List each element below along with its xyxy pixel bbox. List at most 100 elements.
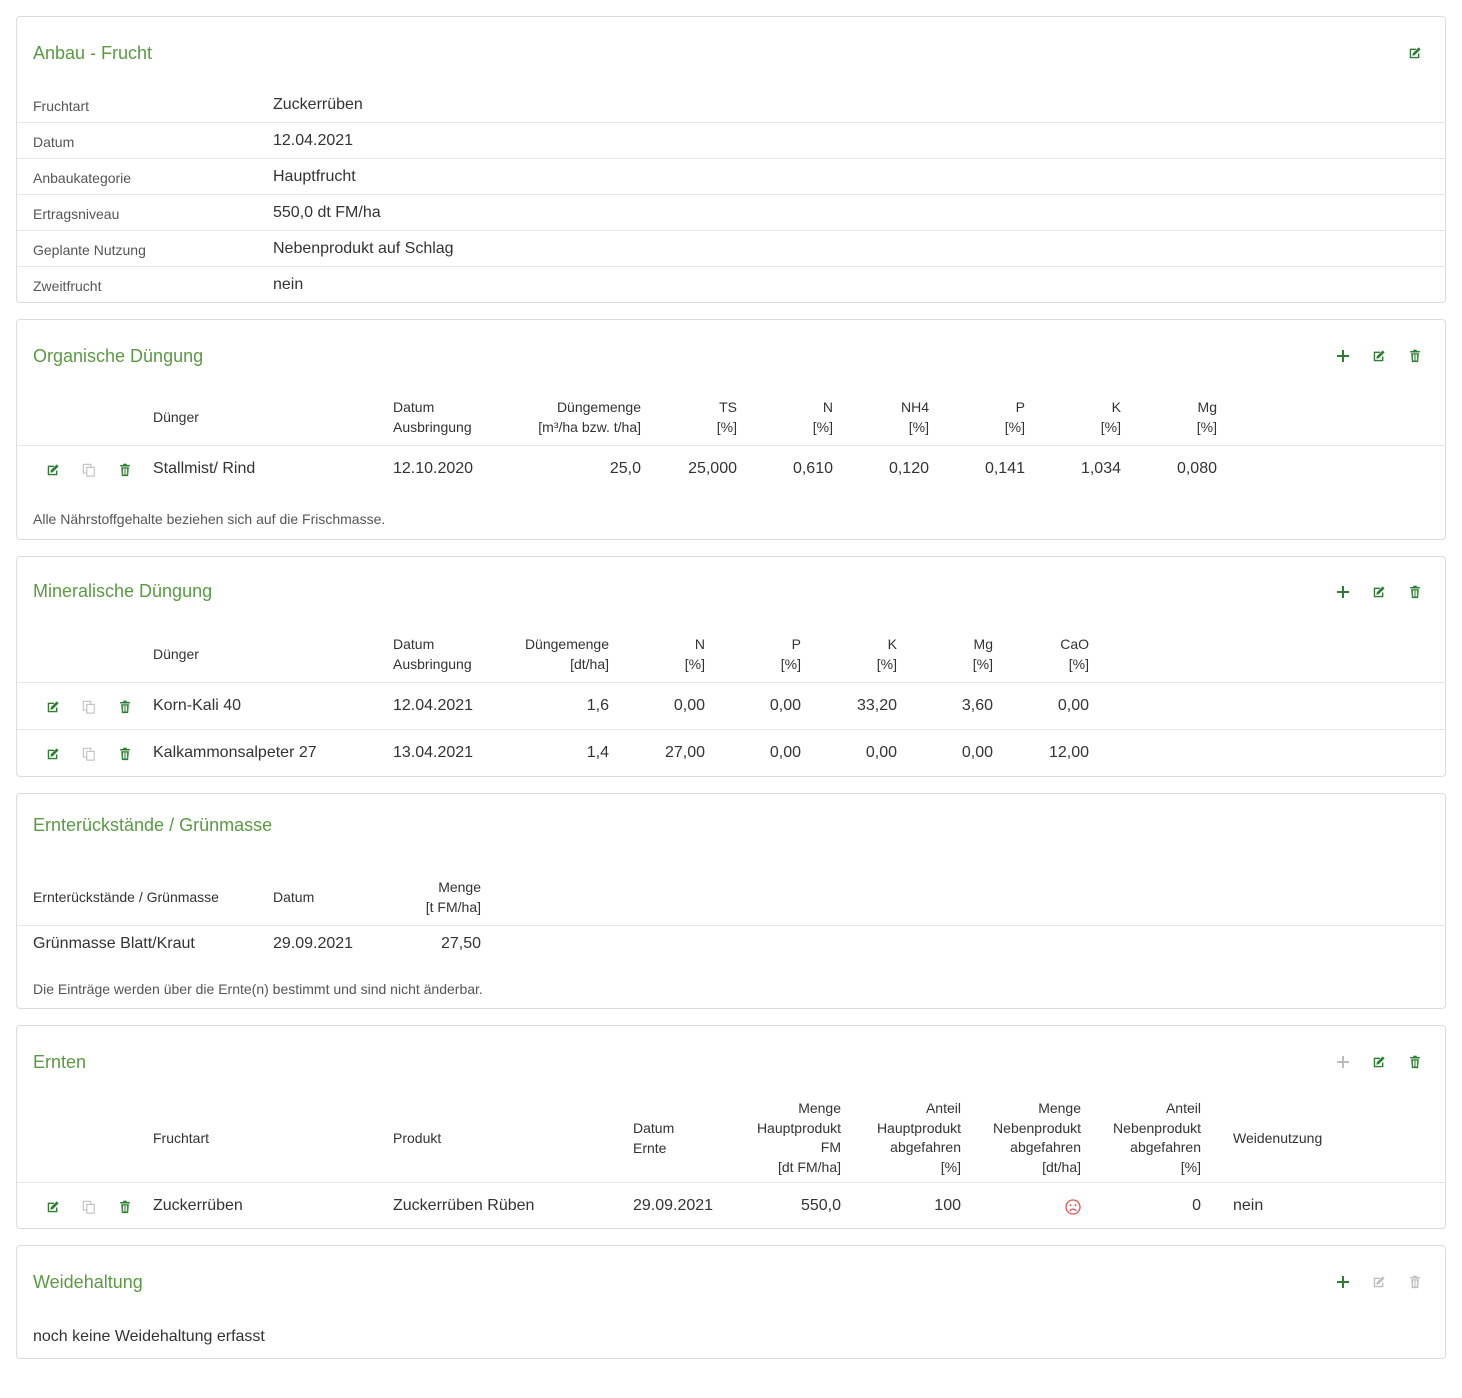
table-row: Zuckerrüben Zuckerrüben Rüben 29.09.2021… [17, 1183, 1445, 1229]
kv-label: Ertragsniveau [33, 206, 120, 222]
col-header-p: P [%] [781, 635, 801, 674]
copy-icon[interactable] [79, 460, 99, 480]
col-header-weidenutzung: Weidenutzung [1233, 1130, 1323, 1146]
trash-icon[interactable] [1405, 1052, 1425, 1072]
col-header-n: N [%] [813, 398, 833, 437]
cell-menge: 1,6 [586, 697, 609, 714]
col-header-line: [%] [812, 418, 833, 435]
add-icon[interactable] [1333, 582, 1353, 602]
kv-row-geplante-nutzung: Geplante Nutzung Nebenprodukt auf Schlag [17, 231, 1445, 267]
table-row: Grünmasse Blatt/Kraut 29.09.2021 27,50 [17, 926, 1445, 962]
col-header-line: [dt FM/ha] [777, 1158, 841, 1175]
col-header-mg: Mg [%] [973, 635, 993, 674]
footnote: Alle Nährstoffgehalte beziehen sich auf … [33, 511, 386, 527]
ernterueckstaende-card: Ernterückstände / Grünmasse Ernterückstä… [16, 793, 1446, 1009]
col-header-line: Mg [1197, 399, 1217, 415]
col-header-duengemenge: Düngemenge [dt/ha] [525, 635, 609, 674]
col-header-mg: Mg [%] [1197, 398, 1217, 437]
cell-k: 33,20 [856, 697, 897, 714]
trash-icon[interactable] [115, 1197, 135, 1217]
cell-duenger: Kalkammonsalpeter 27 [153, 744, 317, 761]
col-header-line: Ausbringung [393, 655, 472, 672]
ernterueckstaende-title: Ernterückstände / Grünmasse [33, 815, 273, 835]
trash-icon[interactable] [1405, 346, 1425, 366]
copy-icon[interactable] [79, 744, 99, 764]
edit-icon[interactable] [1369, 582, 1389, 602]
col-header-line: Düngemenge [524, 636, 609, 652]
col-header-line: FM [820, 1139, 841, 1155]
trash-icon[interactable] [115, 697, 135, 717]
edit-icon[interactable] [43, 697, 63, 717]
col-header-produkt: Produkt [393, 1130, 442, 1146]
col-header-line: Menge [798, 1100, 841, 1116]
cell-datum: 12.10.2020 [393, 460, 474, 477]
col-header-line: [t FM/ha] [425, 898, 481, 915]
col-header-line: Nebenprodukt [1113, 1119, 1201, 1136]
cell-k: 1,034 [1080, 460, 1121, 477]
edit-icon[interactable] [1405, 43, 1425, 63]
col-header-line: abgefahren [1130, 1139, 1201, 1155]
cell-cao: 12,00 [1048, 744, 1089, 761]
kv-value: Nebenprodukt auf Schlag [273, 240, 454, 257]
col-header-duenger: Dünger [153, 409, 199, 425]
col-header-datum: Datum Ernte [633, 1119, 674, 1158]
col-header-line: [dt/ha] [1042, 1158, 1081, 1175]
cell-mg: 0,00 [961, 744, 993, 761]
cell-datum: 29.09.2021 [633, 1197, 714, 1214]
col-header-line: Mg [973, 636, 993, 652]
organische-duengung-title: Organische Düngung [33, 346, 204, 366]
col-header-line: K [887, 636, 897, 652]
trash-icon[interactable] [115, 744, 135, 764]
edit-icon[interactable] [43, 744, 63, 764]
col-header-line: Anteil [925, 1100, 961, 1116]
add-icon[interactable] [1333, 1272, 1353, 1292]
copy-icon[interactable] [79, 697, 99, 717]
add-icon[interactable] [1333, 346, 1353, 366]
trash-icon[interactable] [1405, 582, 1425, 602]
cell-datum: 29.09.2021 [273, 935, 354, 952]
divider [17, 682, 1445, 683]
ernten-title: Ernten [33, 1052, 87, 1072]
col-header-line: NH4 [900, 399, 929, 415]
add-icon[interactable] [1333, 1052, 1353, 1072]
divider [17, 445, 1445, 446]
divider [17, 1182, 1445, 1183]
cell-datum: 12.04.2021 [393, 697, 474, 714]
col-header-line: [%] [1196, 418, 1217, 435]
edit-icon[interactable] [43, 1197, 63, 1217]
cell-menge-hauptprodukt: 550,0 [800, 1197, 841, 1214]
mineralische-duengung-card: Mineralische Düngung Dünger Datum Ausbri… [16, 556, 1446, 777]
weidehaltung-card: Weidehaltung noch keine Weidehaltung erf… [16, 1245, 1446, 1359]
cell-anteil-hauptprodukt: 100 [934, 1197, 961, 1214]
cell-produkt: Zuckerrüben Rüben [393, 1197, 535, 1214]
col-header-duenger: Dünger [153, 646, 199, 662]
trash-icon[interactable] [1405, 1272, 1425, 1292]
kv-row-zweitfrucht: Zweitfrucht nein [17, 267, 1445, 303]
kv-label: Geplante Nutzung [33, 242, 146, 258]
edit-icon[interactable] [1369, 1052, 1389, 1072]
col-header-line: [%] [716, 418, 737, 435]
col-header-duengemenge: Düngemenge [m³/ha bzw. t/ha] [538, 398, 641, 437]
col-header-nh4: NH4 [%] [901, 398, 929, 437]
cell-duenger: Stallmist/ Rind [153, 460, 256, 477]
table-row: Korn-Kali 40 12.04.2021 1,6 0,00 0,00 33… [17, 683, 1445, 730]
cell-p: 0,00 [769, 697, 801, 714]
col-header-line: N [822, 399, 833, 415]
copy-icon[interactable] [79, 1197, 99, 1217]
kv-value: Zuckerrüben [273, 96, 363, 113]
cell-duenger: Korn-Kali 40 [153, 697, 242, 714]
divider [17, 925, 1445, 926]
trash-icon[interactable] [115, 460, 135, 480]
cell-name: Grünmasse Blatt/Kraut [33, 935, 195, 952]
edit-icon[interactable] [1369, 1272, 1389, 1292]
edit-icon[interactable] [43, 460, 63, 480]
table-row: Kalkammonsalpeter 27 13.04.2021 1,4 27,0… [17, 730, 1445, 777]
col-header-menge: Menge [t FM/ha] [426, 878, 481, 917]
col-header-anteil-hauptprodukt: Anteil Hauptprodukt abgefahren [%] [877, 1099, 961, 1177]
col-header-line: Ernte [633, 1139, 667, 1156]
col-header-ts: TS [%] [717, 398, 737, 437]
edit-icon[interactable] [1369, 346, 1389, 366]
col-header-line: [%] [780, 655, 801, 672]
col-header-line: abgefahren [1010, 1139, 1081, 1155]
col-header-line: [%] [940, 1158, 961, 1175]
